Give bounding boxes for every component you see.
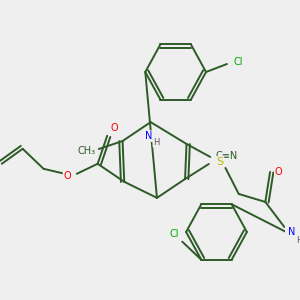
Text: S: S xyxy=(216,157,223,167)
Text: CH₃: CH₃ xyxy=(77,146,96,156)
Text: N: N xyxy=(145,131,152,141)
Text: H: H xyxy=(153,138,160,147)
Text: O: O xyxy=(275,167,282,177)
Text: Cl: Cl xyxy=(234,57,243,67)
Text: O: O xyxy=(64,171,71,181)
Text: Cl: Cl xyxy=(170,229,179,239)
Text: O: O xyxy=(111,123,118,133)
Text: N: N xyxy=(288,227,296,237)
Text: C≡N: C≡N xyxy=(216,151,238,161)
Text: H: H xyxy=(296,236,300,245)
